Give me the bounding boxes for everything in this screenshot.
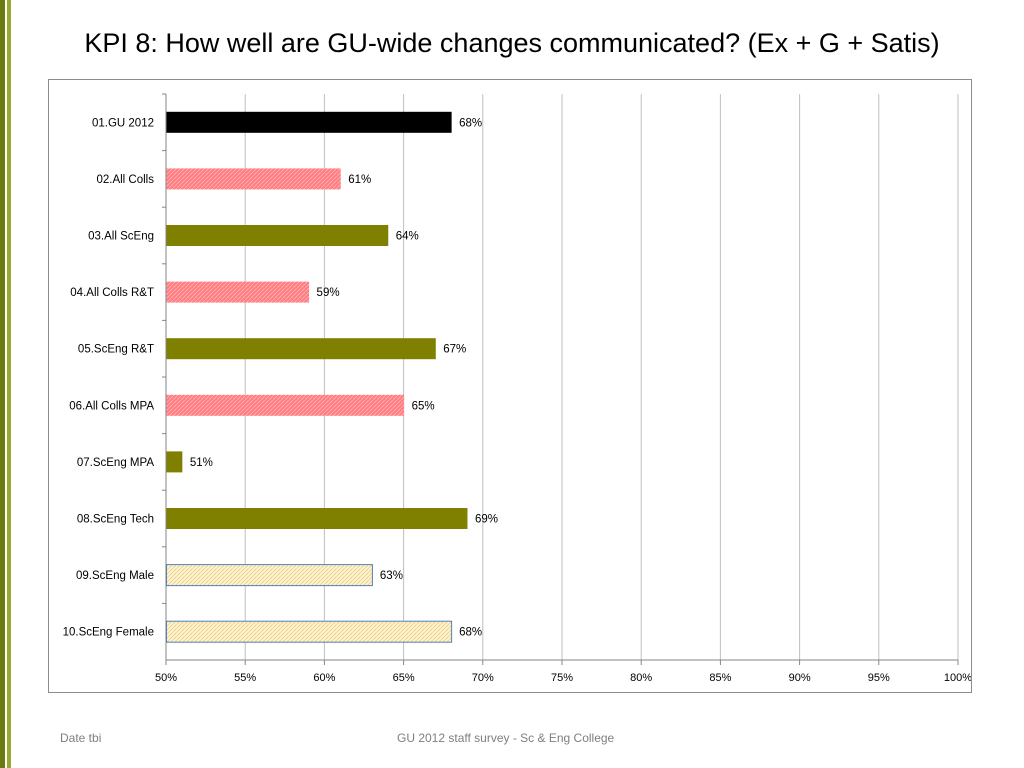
value-label: 51% bbox=[190, 457, 213, 469]
category-label: 02.All Colls bbox=[96, 174, 154, 186]
slide-title: KPI 8: How well are GU-wide changes comm… bbox=[84, 28, 940, 58]
category-label: 05.ScEng R&T bbox=[78, 344, 154, 356]
bar bbox=[166, 281, 310, 303]
category-label: 04.All Colls R&T bbox=[70, 287, 154, 299]
chart-frame: 50% 55% 60% 65% 70% 75% 80% 85% 90% 95% 100% 01.GU … bbox=[48, 79, 972, 693]
bar bbox=[166, 168, 341, 190]
x-tick-label: 55% bbox=[234, 672, 256, 684]
x-tick-label: 65% bbox=[393, 672, 415, 684]
bar bbox=[166, 338, 436, 360]
value-label: 59% bbox=[317, 287, 340, 299]
value-label: 64% bbox=[396, 231, 419, 243]
footer-date: Date tbi bbox=[60, 731, 102, 745]
left-stripe-light bbox=[7, 0, 11, 768]
value-label: 65% bbox=[412, 400, 435, 412]
left-stripe-dark bbox=[0, 0, 5, 768]
category-label: 06.All Colls MPA bbox=[69, 400, 154, 412]
footer-survey: GU 2012 staff survey - Sc & Eng College bbox=[397, 731, 615, 745]
x-tick-label: 75% bbox=[551, 672, 573, 684]
x-tick-label: 85% bbox=[709, 672, 731, 684]
bar bbox=[166, 225, 389, 246]
value-label: 61% bbox=[348, 174, 371, 186]
category-label: 01.GU 2012 bbox=[92, 117, 154, 129]
value-label: 63% bbox=[380, 570, 403, 582]
value-label: 68% bbox=[459, 627, 482, 639]
bar-layer bbox=[166, 111, 468, 643]
x-tick-label: 50% bbox=[155, 672, 177, 684]
label-layer: 50% 55% 60% 65% 70% 75% 80% 85% 90% 95% 100% 01.GU … bbox=[63, 117, 971, 684]
x-tick-label: 60% bbox=[313, 672, 335, 684]
category-label: 10.ScEng Female bbox=[63, 627, 154, 639]
bar bbox=[166, 451, 183, 473]
category-label: 07.ScEng MPA bbox=[77, 457, 154, 469]
bar bbox=[166, 620, 453, 643]
value-label: 68% bbox=[459, 117, 482, 129]
bar bbox=[166, 394, 405, 416]
x-tick-label: 80% bbox=[630, 672, 652, 684]
bar bbox=[166, 508, 468, 529]
x-tick-label: 90% bbox=[789, 672, 811, 684]
x-tick-label: 95% bbox=[868, 672, 890, 684]
x-tick-label: 70% bbox=[472, 672, 494, 684]
bar bbox=[166, 111, 452, 133]
value-label: 67% bbox=[443, 344, 466, 356]
bar bbox=[166, 564, 373, 587]
category-label: 08.ScEng Tech bbox=[77, 514, 154, 526]
x-tick-label: 100% bbox=[944, 672, 971, 684]
category-label: 09.ScEng Male bbox=[76, 570, 154, 582]
value-label: 69% bbox=[475, 514, 498, 526]
bar-chart: 50% 55% 60% 65% 70% 75% 80% 85% 90% 95% 100% 01.GU … bbox=[63, 93, 971, 684]
category-label: 03.All ScEng bbox=[88, 231, 154, 243]
